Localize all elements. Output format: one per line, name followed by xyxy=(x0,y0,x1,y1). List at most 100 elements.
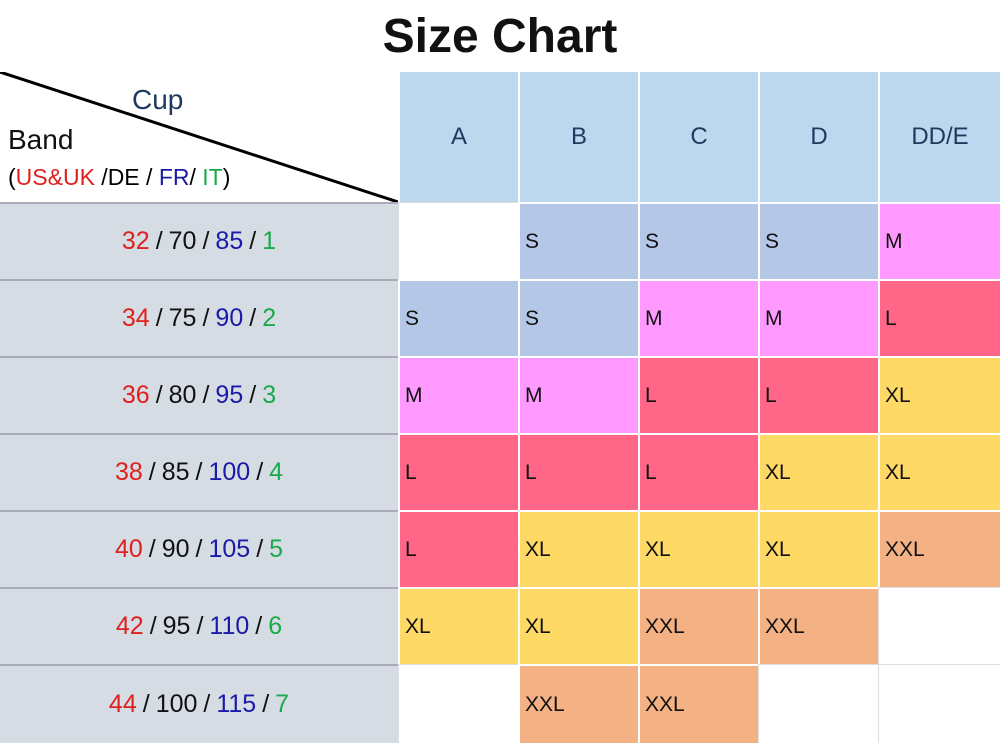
legend-part: ) xyxy=(222,164,231,190)
band-value: 85 xyxy=(161,458,190,486)
size-cell: L xyxy=(398,433,518,510)
separator: / xyxy=(195,535,203,563)
size-cell: XL xyxy=(878,433,1000,510)
legend-part: /DE / xyxy=(94,164,159,190)
size-cell: XL xyxy=(758,433,878,510)
cup-header: DD/E xyxy=(878,72,1000,202)
band-value: 100 xyxy=(155,690,198,718)
size-cell: M xyxy=(518,356,638,433)
band-value: 110 xyxy=(209,612,250,640)
band-value: 100 xyxy=(208,458,251,486)
separator: / xyxy=(202,381,210,409)
size-cell: XL xyxy=(758,510,878,587)
band-value: 70 xyxy=(168,227,197,255)
separator: / xyxy=(149,612,157,640)
band-value: 5 xyxy=(269,535,284,563)
size-cell xyxy=(758,664,878,743)
separator: / xyxy=(202,304,210,332)
band-value: 6 xyxy=(268,612,283,640)
legend-part: / xyxy=(189,164,203,190)
size-cell: XXL xyxy=(518,664,638,743)
size-cell: M xyxy=(638,279,758,356)
band-value: 32 xyxy=(121,227,150,255)
size-cell: XXL xyxy=(878,510,1000,587)
band-cell: 36/80/95/3 xyxy=(0,356,398,433)
band-value: 3 xyxy=(262,381,277,409)
band-value: 7 xyxy=(275,690,290,718)
size-cell: S xyxy=(398,279,518,356)
legend-part: FR xyxy=(158,164,190,190)
size-cell: S xyxy=(638,202,758,279)
legend-part: ( xyxy=(8,164,16,190)
separator: / xyxy=(249,381,257,409)
separator: / xyxy=(195,458,203,486)
separator: / xyxy=(142,690,150,718)
band-cell: 40/90/105/5 xyxy=(0,510,398,587)
separator: / xyxy=(249,227,257,255)
band-value: 85 xyxy=(215,227,244,255)
size-cell: L xyxy=(398,510,518,587)
cup-header: C xyxy=(638,72,758,202)
separator: / xyxy=(202,227,210,255)
band-value: 40 xyxy=(114,535,143,563)
legend-part: IT xyxy=(202,164,223,190)
size-cell: L xyxy=(518,433,638,510)
size-cell: XXL xyxy=(638,587,758,664)
band-value: 2 xyxy=(262,304,277,332)
size-cell xyxy=(398,202,518,279)
band-value: 90 xyxy=(215,304,244,332)
title: Size Chart xyxy=(382,9,618,63)
band-value: 38 xyxy=(114,458,143,486)
band-value: 44 xyxy=(108,690,137,718)
size-cell xyxy=(878,587,1000,664)
corner: Cup Band (US&UK /DE / FR/ IT) xyxy=(0,72,398,202)
band-cell: 44/100/115/7 xyxy=(0,664,398,743)
band-value: 1 xyxy=(262,227,277,255)
separator: / xyxy=(249,304,257,332)
separator: / xyxy=(262,690,270,718)
band-label: Band xyxy=(8,124,74,155)
size-cell: XL xyxy=(638,510,758,587)
separator: / xyxy=(148,535,156,563)
band-value: 36 xyxy=(121,381,150,409)
band-cell: 42/95/110/6 xyxy=(0,587,398,664)
size-cell: L xyxy=(758,356,878,433)
band-value: 105 xyxy=(208,535,251,563)
size-cell: L xyxy=(638,356,758,433)
band-cell: 32/70/85/1 xyxy=(0,202,398,279)
band-legend: (US&UK /DE / FR/ IT) xyxy=(8,164,230,191)
separator: / xyxy=(155,304,163,332)
band-value: 95 xyxy=(215,381,244,409)
separator: / xyxy=(155,381,163,409)
band-value: 115 xyxy=(216,690,257,718)
size-cell: L xyxy=(878,279,1000,356)
cup-header: A xyxy=(398,72,518,202)
size-cell: XL xyxy=(878,356,1000,433)
size-cell: L xyxy=(638,433,758,510)
separator: / xyxy=(155,227,163,255)
separator: / xyxy=(203,690,211,718)
size-cell: M xyxy=(878,202,1000,279)
separator: / xyxy=(256,458,264,486)
size-cell: XXL xyxy=(758,587,878,664)
band-cell: 38/85/100/4 xyxy=(0,433,398,510)
separator: / xyxy=(256,535,264,563)
cup-header: B xyxy=(518,72,638,202)
band-value: 90 xyxy=(161,535,190,563)
band-value: 34 xyxy=(121,304,150,332)
band-value: 42 xyxy=(115,612,144,640)
size-cell: XL xyxy=(398,587,518,664)
size-cell: M xyxy=(398,356,518,433)
diagonal xyxy=(0,72,398,202)
size-cell: XL xyxy=(518,510,638,587)
separator: / xyxy=(196,612,204,640)
size-cell xyxy=(398,664,518,743)
separator: / xyxy=(255,612,263,640)
size-cell: S xyxy=(758,202,878,279)
band-cell: 34/75/90/2 xyxy=(0,279,398,356)
band-value: 80 xyxy=(168,381,197,409)
separator: / xyxy=(148,458,156,486)
size-cell: S xyxy=(518,202,638,279)
size-cell: XL xyxy=(518,587,638,664)
